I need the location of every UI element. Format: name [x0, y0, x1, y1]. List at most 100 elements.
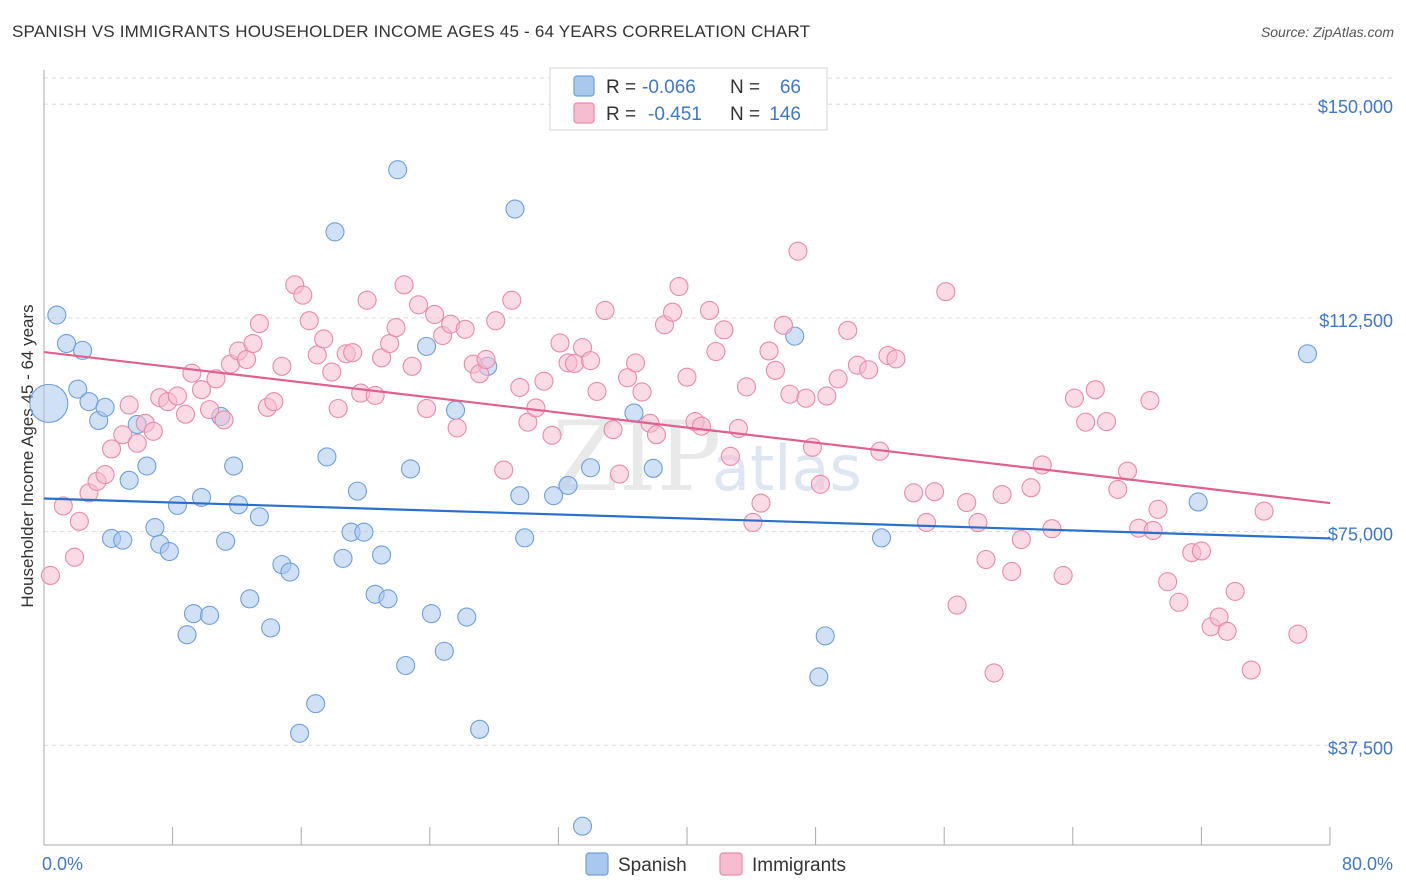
legend-swatch-spanish	[573, 75, 595, 97]
spanish-point	[290, 723, 310, 743]
immigrants-point	[53, 496, 73, 516]
legend-top-box	[549, 67, 828, 131]
immigrants-point	[1217, 621, 1237, 641]
immigrants-point	[759, 341, 779, 361]
spanish-point	[177, 625, 197, 645]
immigrants-point	[976, 549, 996, 570]
spanish-point	[224, 456, 244, 476]
immigrants-point	[550, 333, 570, 353]
immigrants-point	[394, 275, 414, 295]
legend-r-label-immigrants: R =	[606, 104, 636, 125]
immigrants-point	[1011, 530, 1031, 550]
immigrants-point	[936, 282, 956, 302]
immigrants-point	[1148, 499, 1168, 519]
immigrants-point	[343, 343, 363, 363]
immigrants-point	[328, 398, 348, 419]
immigrants-point	[408, 295, 429, 315]
spanish-point	[372, 545, 392, 565]
immigrants-point	[564, 353, 585, 374]
y-tick-label: $37,500	[1328, 738, 1393, 758]
spanish-point	[572, 816, 593, 836]
spanish-point	[216, 531, 236, 551]
legend-bottom-swatch-immigrants[interactable]	[719, 852, 743, 876]
spanish-point	[515, 528, 535, 548]
y-tick-label: $150,000	[1318, 97, 1393, 117]
spanish-point	[400, 459, 421, 479]
spanish-point	[113, 530, 133, 550]
immigrants-point	[751, 493, 771, 513]
spanish-point	[29, 383, 69, 423]
immigrants-point	[307, 345, 327, 365]
immigrants-point	[69, 511, 89, 531]
spanish-point	[457, 607, 477, 627]
immigrants-point	[402, 356, 422, 376]
legend-bottom-label-spanish[interactable]: Spanish	[618, 855, 687, 876]
spanish-point	[240, 589, 260, 609]
immigrants-point	[365, 385, 385, 405]
immigrants-point	[677, 367, 697, 387]
immigrants-point	[714, 320, 734, 340]
immigrants-point	[1053, 565, 1073, 586]
immigrants-point	[182, 363, 202, 383]
immigrants-point	[1140, 390, 1160, 411]
legend-n-value-spanish: 66	[780, 77, 801, 98]
immigrants-point	[788, 241, 808, 261]
immigrants-point	[314, 329, 334, 349]
spanish-point	[145, 518, 165, 538]
immigrants-point	[699, 300, 720, 321]
spanish-point	[47, 305, 67, 325]
immigrants-point	[264, 392, 284, 412]
immigrants-point	[425, 304, 445, 325]
legend-top: R = -0.066 N = 66 R = -0.451 N = 146	[549, 67, 828, 131]
immigrants-point	[595, 300, 615, 321]
immigrants-point	[1097, 412, 1117, 432]
spanish-point	[544, 486, 564, 506]
legend-bottom-swatch-spanish[interactable]	[585, 852, 609, 876]
spanish-point	[1297, 344, 1318, 364]
spanish-point	[95, 397, 115, 417]
immigrants-point	[916, 512, 937, 533]
immigrants-point	[984, 663, 1004, 683]
immigrants-point	[299, 311, 319, 331]
immigrants-point	[810, 474, 830, 494]
immigrants-point	[214, 410, 234, 430]
immigrants-point	[272, 356, 292, 376]
immigrants-point	[322, 362, 342, 382]
immigrants-point	[947, 595, 967, 615]
immigrants-point	[1108, 479, 1128, 499]
series-immigrants-points	[40, 241, 1308, 683]
immigrants-point	[455, 319, 475, 339]
immigrants-point	[817, 386, 837, 406]
spanish-point	[378, 589, 398, 609]
spanish-point	[73, 340, 93, 360]
immigrants-point	[127, 433, 147, 453]
immigrants-point	[380, 333, 400, 354]
spanish-point	[333, 548, 353, 568]
immigrants-point	[1191, 541, 1211, 561]
immigrants-point	[773, 315, 794, 335]
immigrants-point	[904, 483, 924, 503]
immigrants-point	[167, 386, 187, 406]
spanish-point	[871, 528, 892, 548]
legend-bottom-label-immigrants[interactable]: Immigrants	[752, 855, 846, 876]
spanish-point	[421, 604, 441, 624]
immigrants-trend-line	[43, 350, 1331, 505]
spanish-point	[68, 379, 88, 399]
spanish-point	[809, 667, 829, 687]
immigrants-point	[1254, 501, 1274, 521]
immigrants-point	[200, 400, 220, 420]
immigrants-point	[626, 353, 646, 373]
spanish-point	[417, 336, 437, 356]
spanish-point	[56, 333, 77, 354]
immigrants-point	[1021, 478, 1041, 498]
immigrants-point	[447, 418, 467, 438]
spanish-point	[505, 199, 525, 219]
spanish-point	[1188, 492, 1208, 512]
legend-r-value-immigrants: -0.451	[648, 104, 702, 125]
immigrants-point	[992, 484, 1012, 505]
immigrants-point	[95, 465, 115, 485]
spanish-point	[261, 618, 281, 638]
immigrants-point	[609, 464, 630, 484]
x-tick-label-min: 0.0%	[42, 854, 83, 874]
